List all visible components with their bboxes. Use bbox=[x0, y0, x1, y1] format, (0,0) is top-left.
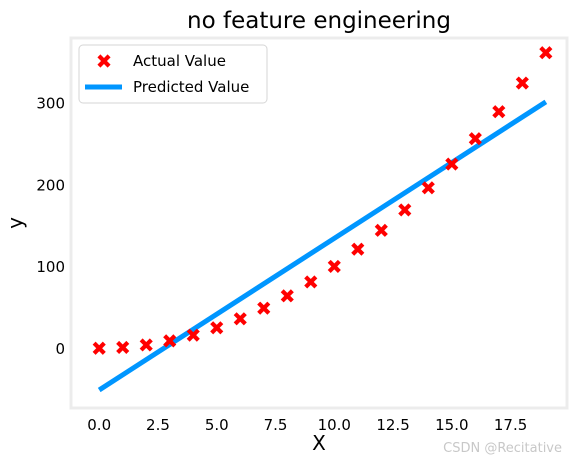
y-axis-ticks: 0 100 200 300 bbox=[36, 94, 65, 358]
legend: Actual Value Predicted Value bbox=[78, 44, 268, 104]
actual-value-point bbox=[163, 334, 177, 348]
x-axis-ticks: 0.0 2.5 5.0 7.5 10.0 12.5 15.0 17.5 bbox=[87, 416, 527, 434]
x-tick-label: 2.5 bbox=[146, 416, 170, 434]
legend-label: Predicted Value bbox=[133, 78, 249, 96]
actual-value-point bbox=[280, 289, 294, 303]
actual-value-point bbox=[327, 259, 341, 273]
actual-value-point bbox=[445, 157, 459, 171]
y-tick-label: 200 bbox=[36, 176, 65, 194]
actual-value-point bbox=[139, 338, 153, 352]
actual-value-point bbox=[233, 312, 247, 326]
legend-marker-actual bbox=[97, 54, 111, 68]
x-tick-label: 15.0 bbox=[435, 416, 468, 434]
x-tick-label: 10.0 bbox=[318, 416, 351, 434]
chart-title: no feature engineering bbox=[187, 8, 451, 34]
y-tick-label: 100 bbox=[36, 258, 65, 276]
x-tick-label: 7.5 bbox=[264, 416, 288, 434]
watermark-text: CSDN @Recitative bbox=[443, 441, 562, 456]
actual-value-point bbox=[116, 340, 130, 354]
actual-value-point bbox=[374, 223, 388, 237]
x-tick-label: 17.5 bbox=[494, 416, 527, 434]
actual-value-point bbox=[351, 242, 365, 256]
actual-value-point bbox=[539, 46, 553, 60]
legend-box bbox=[78, 44, 268, 104]
plot-series bbox=[92, 46, 553, 393]
actual-value-point bbox=[492, 105, 506, 119]
actual-value-point bbox=[210, 321, 224, 335]
actual-value-point bbox=[186, 328, 200, 342]
y-tick-label: 300 bbox=[36, 94, 65, 112]
actual-value-point bbox=[92, 341, 106, 355]
y-axis-label: y bbox=[3, 217, 27, 229]
x-tick-label: 12.5 bbox=[376, 416, 409, 434]
actual-value-point bbox=[257, 301, 271, 315]
actual-value-point bbox=[304, 275, 318, 289]
y-tick-label: 0 bbox=[55, 340, 65, 358]
legend-label: Actual Value bbox=[133, 52, 226, 70]
actual-value-point bbox=[398, 203, 412, 217]
actual-value-point bbox=[468, 132, 482, 146]
x-axis-label: X bbox=[312, 431, 326, 455]
x-tick-label: 5.0 bbox=[205, 416, 229, 434]
x-tick-label: 0.0 bbox=[87, 416, 111, 434]
actual-value-point bbox=[421, 181, 435, 195]
actual-value-point bbox=[515, 76, 529, 90]
